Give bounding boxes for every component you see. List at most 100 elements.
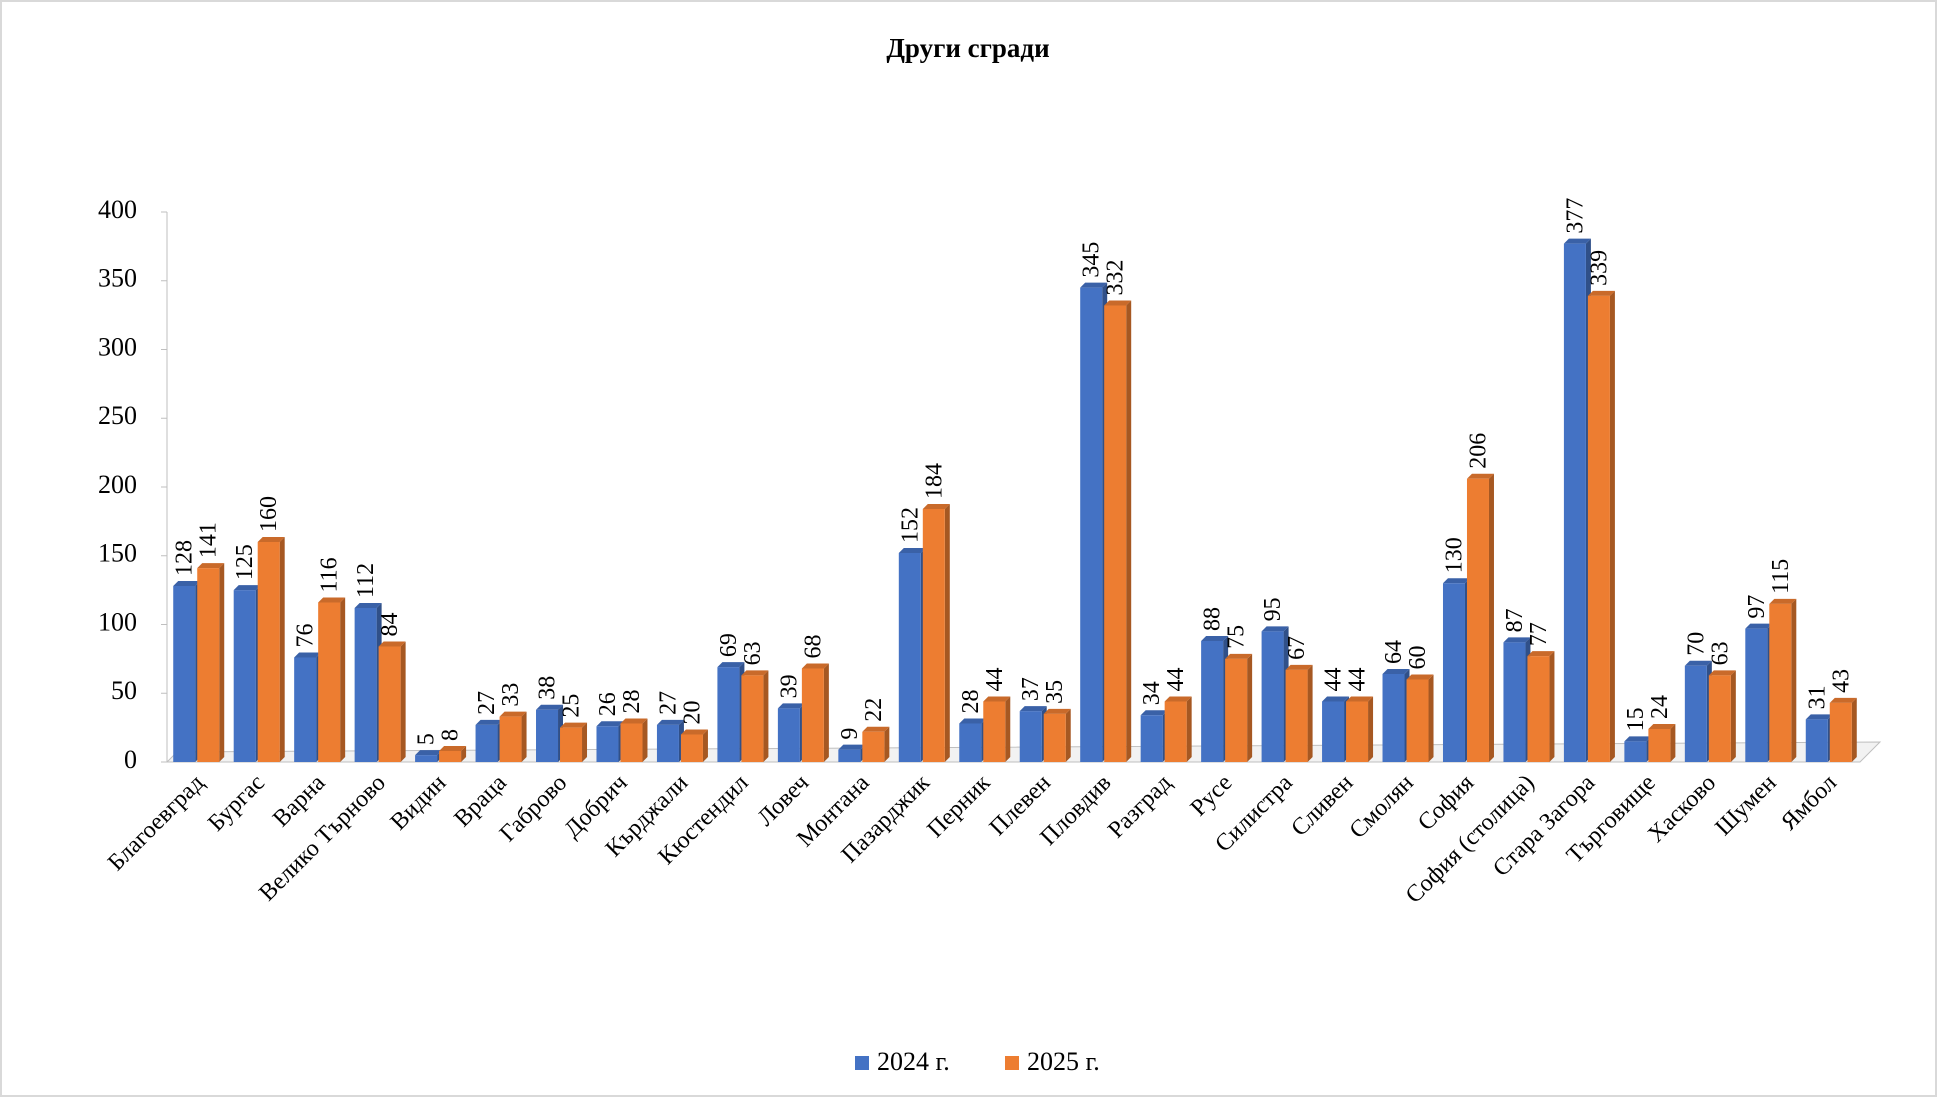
bar — [1406, 679, 1429, 762]
bar-side — [823, 663, 829, 762]
data-label: 345 — [1079, 242, 1105, 278]
bar-top — [680, 729, 708, 735]
bar — [959, 723, 982, 762]
bar — [656, 724, 679, 762]
bar-top — [1563, 238, 1591, 244]
data-label: 31 — [1804, 685, 1830, 709]
data-label: 128 — [172, 540, 198, 576]
bar — [173, 586, 196, 762]
bar-side — [884, 726, 890, 762]
bar — [197, 568, 220, 762]
bar-top — [560, 722, 588, 728]
bar-side — [1488, 473, 1494, 762]
data-label: 44 — [1345, 668, 1371, 692]
data-label: 24 — [1647, 695, 1673, 719]
data-label: 44 — [1163, 668, 1189, 692]
bar-side — [1307, 664, 1313, 762]
bar — [257, 542, 280, 762]
bar-top — [415, 750, 443, 756]
bar-top — [1080, 282, 1108, 288]
bar-top — [257, 537, 285, 542]
bar — [620, 723, 643, 762]
bar — [1140, 715, 1163, 762]
data-label: 141 — [196, 522, 222, 558]
y-tick-label: 0 — [124, 745, 137, 774]
bar-top — [173, 581, 201, 586]
data-label: 75 — [1224, 625, 1250, 649]
bar-side — [279, 537, 285, 762]
data-label: 8 — [438, 729, 464, 741]
data-label: 15 — [1623, 707, 1649, 731]
data-label: 5 — [414, 733, 440, 745]
bar — [596, 726, 619, 762]
bar-side — [219, 563, 225, 762]
data-label: 115 — [1768, 559, 1794, 594]
legend-label: 2025 г. — [1027, 1047, 1100, 1076]
bar — [1322, 701, 1345, 762]
bar — [717, 667, 740, 762]
legend-swatch — [855, 1056, 869, 1070]
bar — [922, 509, 945, 762]
bar — [862, 731, 885, 762]
bar-top — [1201, 636, 1229, 641]
bar-top — [1466, 473, 1494, 479]
bar-side — [1247, 653, 1253, 762]
bar-side — [1065, 708, 1071, 762]
bar-top — [898, 548, 926, 553]
bar-top — [1285, 664, 1313, 670]
bar — [354, 608, 377, 762]
data-label: 97 — [1744, 595, 1770, 619]
bar — [1769, 603, 1792, 762]
bar — [1285, 669, 1308, 762]
data-label: 44 — [1321, 668, 1347, 692]
data-label: 116 — [317, 557, 343, 592]
bar — [560, 727, 583, 762]
bar — [378, 646, 401, 762]
bar-top — [1527, 651, 1555, 657]
bar-top — [1805, 714, 1833, 720]
bar-top — [620, 718, 648, 724]
bar-top — [983, 696, 1011, 702]
bar-side — [582, 722, 588, 762]
bar — [1466, 478, 1489, 762]
bar — [475, 724, 498, 762]
bar-top — [1104, 300, 1132, 306]
bar-top — [1745, 623, 1773, 629]
bar-side — [521, 711, 527, 762]
bar — [1261, 631, 1284, 762]
bar-side — [1670, 724, 1676, 762]
bar-top — [1043, 708, 1071, 714]
bar-top — [1769, 598, 1797, 604]
data-label: 64 — [1381, 640, 1407, 664]
bar — [294, 657, 317, 762]
y-tick-label: 200 — [98, 470, 137, 499]
y-tick-label: 400 — [98, 195, 137, 224]
data-label: 377 — [1562, 198, 1588, 234]
data-label: 76 — [293, 624, 319, 648]
data-label: 112 — [353, 563, 379, 598]
bar — [1225, 658, 1248, 762]
bar-side — [1428, 674, 1434, 762]
bar — [1648, 729, 1671, 762]
bar-top — [1442, 578, 1470, 584]
bar-top — [1829, 697, 1857, 703]
data-label: 38 — [535, 676, 561, 700]
bar — [777, 708, 800, 762]
data-label: 130 — [1441, 537, 1467, 573]
data-label: 25 — [559, 694, 585, 718]
legend-swatch — [1005, 1056, 1019, 1070]
data-label: 63 — [740, 641, 766, 665]
data-label: 68 — [800, 635, 826, 659]
bar — [1201, 641, 1224, 762]
bar-top — [1708, 670, 1736, 676]
bar-top — [656, 719, 684, 725]
data-label: 22 — [861, 698, 887, 722]
bar-top — [777, 703, 805, 709]
bar-top — [1164, 696, 1192, 702]
data-label: 9 — [837, 728, 863, 740]
bar-top — [1225, 653, 1253, 659]
data-label: 44 — [982, 668, 1008, 692]
bar-side — [461, 746, 467, 762]
